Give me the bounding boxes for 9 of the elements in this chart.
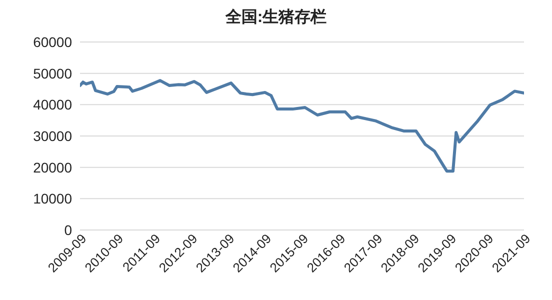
y-tick-label: 60000 (33, 34, 72, 50)
y-tick-label: 40000 (33, 96, 72, 113)
y-tick-label: 20000 (33, 159, 72, 176)
chart-title: 全国:生猪存栏 (224, 8, 328, 28)
y-tick-label: 30000 (33, 128, 72, 144)
y-tick-label: 0 (64, 222, 72, 238)
y-tick-label: 50000 (33, 65, 72, 82)
line-series (80, 79, 524, 173)
y-tick-label: 10000 (33, 190, 72, 207)
